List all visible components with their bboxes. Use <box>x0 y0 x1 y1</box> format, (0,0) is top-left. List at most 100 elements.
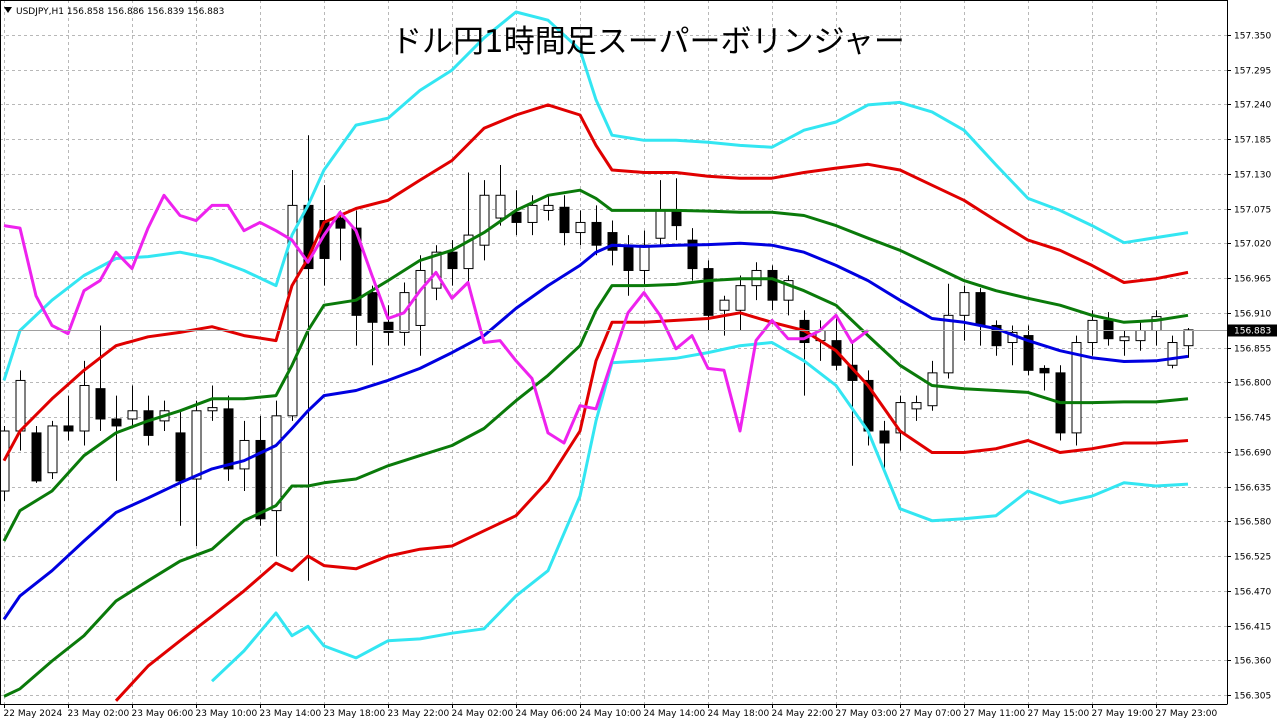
candle-body <box>975 292 986 326</box>
y-tick-label: 156.690 <box>1234 449 1271 459</box>
y-tick-label: 156.965 <box>1234 275 1271 285</box>
x-tick-label: 27 May 03:00 <box>836 709 898 719</box>
candle-body <box>879 430 890 444</box>
candle-body <box>527 204 538 223</box>
y-tick-label: 156.470 <box>1234 588 1271 598</box>
candle-body <box>623 244 634 271</box>
candle-body <box>959 292 970 316</box>
candle-body <box>1023 335 1034 371</box>
candle-body <box>351 227 362 316</box>
symbol-header: USDJPY,H1 156.858 156.886 156.839 156.88… <box>16 7 224 17</box>
candle-body <box>31 432 42 482</box>
y-tick-label: 157.075 <box>1234 206 1271 216</box>
x-tick-label: 24 May 10:00 <box>580 709 642 719</box>
candle-body <box>415 269 426 326</box>
indicator-line <box>2 10 1189 381</box>
candle-body <box>127 410 138 420</box>
candle-body <box>207 407 218 412</box>
candle-body <box>911 402 922 410</box>
candle-body <box>1103 319 1114 340</box>
candle-body <box>767 269 778 301</box>
candle-body <box>47 425 58 474</box>
candle-body <box>463 234 474 270</box>
y-tick-label: 156.525 <box>1234 553 1271 563</box>
x-tick-label: 24 May 18:00 <box>708 709 770 719</box>
candle-body <box>1071 342 1082 434</box>
y-tick-label: 156.910 <box>1234 310 1271 320</box>
candle-body <box>511 211 522 223</box>
x-tick-label: 24 May 06:00 <box>516 709 578 719</box>
symbol: USDJPY,H1 <box>16 7 64 17</box>
x-tick-label: 24 May 14:00 <box>644 709 706 719</box>
candle-body <box>1167 342 1178 366</box>
candle-body <box>223 408 234 470</box>
y-tick-label: 156.580 <box>1234 518 1271 528</box>
current-price-box <box>1228 324 1277 337</box>
chart-title: ドル円1時間足スーパーボリンジャー <box>391 24 905 60</box>
candle-body <box>991 324 1002 347</box>
header-open: 156.858 <box>67 7 104 17</box>
indicator-line <box>3 193 869 445</box>
candle-body <box>175 432 186 482</box>
y-tick-label: 156.800 <box>1234 379 1271 389</box>
candle-body <box>559 206 570 234</box>
header-close: 156.883 <box>187 7 224 17</box>
candle-body <box>1039 367 1050 374</box>
x-tick-label: 27 May 23:00 <box>1156 709 1218 719</box>
x-tick-label: 23 May 02:00 <box>68 709 130 719</box>
x-tick-label: 22 May 2024 <box>4 709 63 719</box>
header-low: 156.839 <box>147 7 184 17</box>
candle-body <box>111 418 122 427</box>
x-tick-label: 23 May 22:00 <box>388 709 450 719</box>
y-tick-label: 157.295 <box>1234 67 1271 77</box>
candle-body <box>63 425 74 432</box>
mark-layer <box>0 10 1227 702</box>
x-tick-label: 23 May 06:00 <box>132 709 194 719</box>
candle-body <box>0 430 10 492</box>
candle-body <box>575 221 586 234</box>
candle-body <box>447 251 458 270</box>
candle-body <box>95 388 106 420</box>
candle-body <box>591 221 602 246</box>
y-tick-label: 156.855 <box>1234 345 1271 355</box>
x-tick-label: 24 May 22:00 <box>772 709 834 719</box>
candle-body <box>607 232 618 251</box>
y-tick-label: 157.020 <box>1234 240 1271 250</box>
indicator-line <box>3 277 1189 698</box>
candle-body <box>735 285 746 311</box>
candle-body <box>671 209 682 227</box>
candle-body <box>287 204 298 417</box>
candle-body <box>383 321 394 333</box>
menu-arrow-icon <box>4 7 12 13</box>
candle-body <box>1087 319 1098 344</box>
candle-body <box>1183 329 1194 347</box>
candle-body <box>335 217 346 229</box>
candle-body <box>639 244 650 271</box>
current-price-label: 156.883 <box>1234 327 1271 337</box>
candle-body <box>927 372 938 407</box>
candle-body <box>79 384 90 432</box>
candle-body <box>703 268 714 316</box>
y-tick-label: 156.305 <box>1234 692 1271 702</box>
y-tick-label: 157.240 <box>1234 101 1271 111</box>
y-tick-label: 157.130 <box>1234 171 1271 181</box>
indicator-line <box>114 311 1189 702</box>
x-tick-label: 27 May 07:00 <box>900 709 962 719</box>
x-tick-label: 27 May 11:00 <box>964 709 1026 719</box>
candle-body <box>783 280 794 301</box>
candle-body <box>15 379 26 432</box>
y-tick-label: 156.745 <box>1234 414 1271 424</box>
candle-body <box>655 209 666 239</box>
candle-body <box>367 292 378 323</box>
indicator-line <box>2 188 1189 542</box>
y-tick-label: 156.360 <box>1234 657 1271 667</box>
candle-body <box>495 194 506 219</box>
x-tick-label: 24 May 02:00 <box>452 709 514 719</box>
indicator-line <box>2 241 1189 621</box>
candle-body <box>479 194 490 246</box>
y-tick-label: 156.635 <box>1234 484 1271 494</box>
candle-body <box>543 204 554 211</box>
candle-body <box>239 439 250 470</box>
